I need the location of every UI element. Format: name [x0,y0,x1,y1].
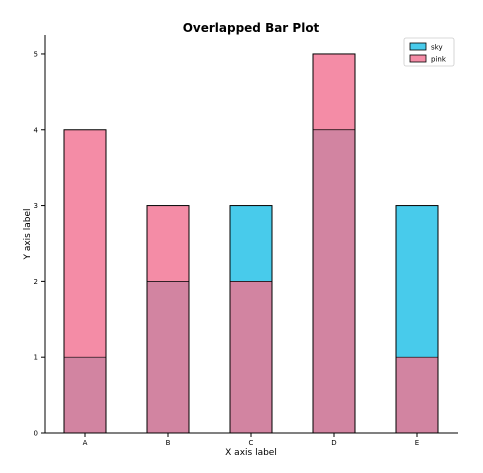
bar-overlap-e [396,357,438,433]
bar-overlap-c [230,281,272,433]
bar-pink-a [64,130,106,357]
bar-overlap-d [313,130,355,433]
legend-label-sky: sky [431,44,443,52]
x-tick-label-c: C [249,439,254,447]
y-ticks-group: 0 1 2 3 4 5 [34,50,45,437]
x-axis-label: X axis label [225,448,277,458]
y-axis-label: Y axis label [23,208,33,260]
x-tick-label-d: D [331,439,336,447]
chart-title: Overlapped Bar Plot [183,21,320,35]
bars-group [64,54,438,433]
legend-swatch-sky [410,43,426,50]
y-tick-label-4: 4 [34,126,39,134]
x-tick-label-e: E [415,439,419,447]
bar-pink-d [313,54,355,130]
y-tick-label-1: 1 [34,354,38,362]
x-ticks-group: A B C D E [83,433,420,447]
bar-overlap-a [64,357,106,433]
y-tick-label-0: 0 [34,430,38,438]
bar-sky-e [396,206,438,358]
legend-swatch-pink [410,55,426,62]
x-tick-label-b: B [166,439,171,447]
bar-overlap-b [147,281,189,433]
x-tick-label-a: A [83,439,88,447]
y-tick-label-3: 3 [34,202,38,210]
y-tick-label-5: 5 [34,50,38,58]
y-tick-label-2: 2 [34,278,38,286]
bar-sky-c [230,206,272,282]
legend: sky pink [404,38,454,66]
bar-pink-b [147,206,189,282]
legend-label-pink: pink [431,56,447,64]
